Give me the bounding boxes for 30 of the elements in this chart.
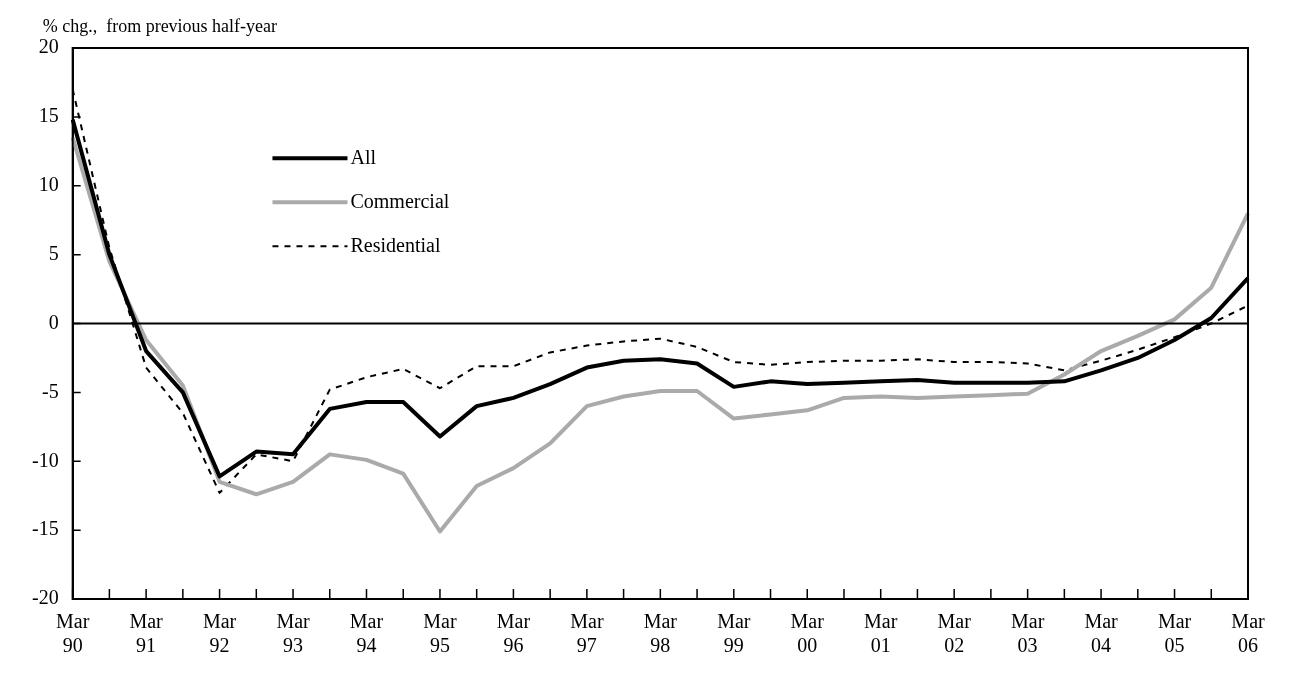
y-tick-label: -5 — [41, 379, 59, 402]
x-tick-label: Mar 04 — [1084, 610, 1119, 657]
x-tick-label: Mar 97 — [570, 610, 604, 657]
y-tick-label: -10 — [31, 448, 59, 471]
y-tick-label: 15 — [38, 104, 59, 127]
y-tick-label: 0 — [48, 310, 59, 333]
y-tick-label: -15 — [31, 517, 59, 540]
y-tick-label: -20 — [31, 586, 59, 609]
x-tick-label: Mar 00 — [790, 610, 825, 657]
x-tick-label: Mar 94 — [349, 610, 384, 657]
x-tick-label: Mar 06 — [1231, 610, 1265, 657]
y-tick-label: 5 — [48, 241, 59, 264]
x-tick-label: Mar 91 — [129, 610, 164, 657]
x-tick-label: Mar 02 — [937, 610, 972, 657]
legend-label: All — [350, 146, 377, 169]
y-axis-title: % chg., from previous half-year — [42, 15, 278, 36]
legend-label: Residential — [350, 234, 441, 257]
x-tick-label: Mar 96 — [496, 610, 531, 657]
x-tick-label: Mar 01 — [864, 610, 898, 657]
x-tick-label: Mar 98 — [643, 610, 678, 657]
x-tick-label: Mar 93 — [276, 610, 311, 657]
x-tick-label: Mar 95 — [423, 610, 457, 657]
legend-label: Commercial — [350, 190, 450, 213]
x-tick-label: Mar 03 — [1010, 610, 1045, 657]
y-tick-label: 20 — [38, 35, 59, 58]
x-tick-label: Mar 99 — [717, 610, 751, 657]
y-tick-label: 10 — [38, 173, 59, 195]
x-tick-label: Mar 92 — [202, 610, 237, 657]
x-tick-label: Mar 05 — [1157, 610, 1192, 657]
x-tick-label: Mar 90 — [56, 610, 90, 657]
